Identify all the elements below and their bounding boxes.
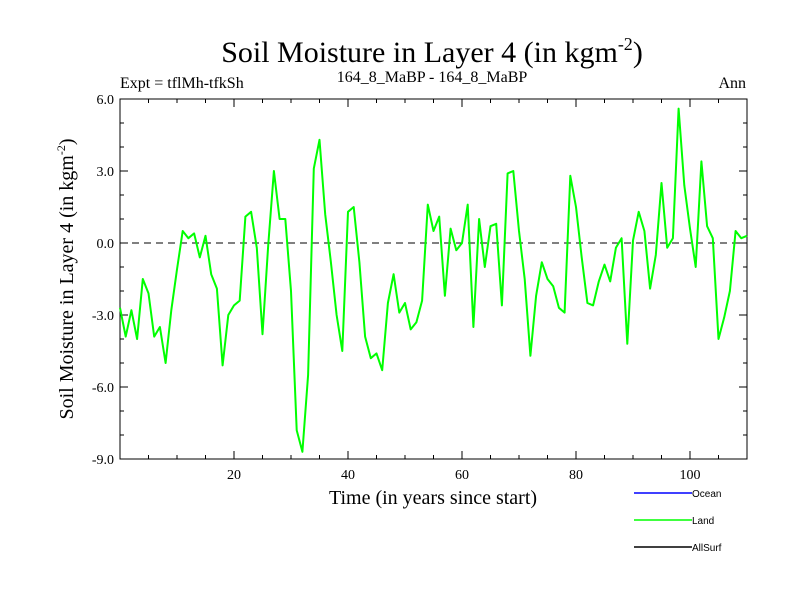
y-axis-ticks bbox=[120, 122, 747, 436]
y-axis-label-main: Soil Moisture in Layer 4 (in kgm bbox=[56, 155, 78, 420]
y-tick-label: 6.0 bbox=[97, 93, 115, 108]
y-tick-label: 3.0 bbox=[97, 165, 115, 180]
legend: Ocean Land AllSurf bbox=[634, 489, 722, 554]
subtitle-right: Ann bbox=[718, 75, 746, 92]
x-axis-tick-labels: 20 40 60 80 100 bbox=[227, 468, 701, 483]
x-axis-ticks bbox=[148, 99, 719, 459]
x-tick-label: 100 bbox=[680, 468, 701, 483]
x-axis-label: Time (in years since start) bbox=[329, 487, 537, 509]
x-tick-label: 60 bbox=[455, 468, 469, 483]
legend-label-ocean: Ocean bbox=[692, 489, 721, 500]
y-tick-label: -6.0 bbox=[92, 381, 114, 396]
chart-title: Soil Moisture in Layer 4 (in kgm-2) bbox=[221, 34, 643, 69]
subtitle-center: 164_8_MaBP - 164_8_MaBP bbox=[337, 69, 528, 86]
chart-title-main: Soil Moisture in Layer 4 (in kgm bbox=[221, 36, 618, 69]
chart-title-close: ) bbox=[633, 36, 643, 69]
legend-label-land: Land bbox=[692, 516, 714, 527]
y-axis-label-sup: -2 bbox=[54, 145, 68, 155]
series-group bbox=[119, 107, 748, 453]
chart-title-sup: -2 bbox=[618, 34, 633, 54]
x-tick-label: 80 bbox=[569, 468, 583, 483]
subtitle-left: Expt = tflMh-tfkSh bbox=[120, 75, 244, 92]
y-axis-label-close: ) bbox=[56, 138, 78, 145]
y-tick-label: 0.0 bbox=[97, 237, 115, 252]
legend-label-allsurf: AllSurf bbox=[692, 543, 722, 554]
y-tick-label: -9.0 bbox=[92, 453, 114, 468]
y-axis-label: Soil Moisture in Layer 4 (in kgm-2) bbox=[54, 138, 78, 419]
y-tick-label: -3.0 bbox=[92, 309, 114, 324]
series-line-land bbox=[119, 107, 748, 453]
x-tick-label: 20 bbox=[227, 468, 241, 483]
x-tick-label: 40 bbox=[341, 468, 355, 483]
y-axis-tick-labels: -9.0 -6.0 -3.0 0.0 3.0 6.0 bbox=[92, 93, 114, 468]
